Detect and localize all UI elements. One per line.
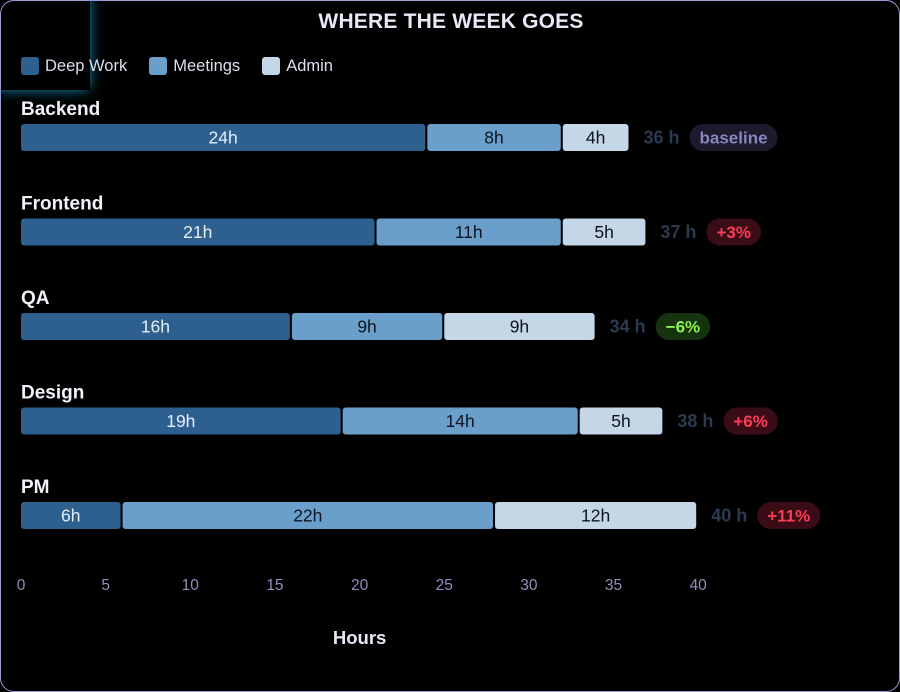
legend-label-admin: Admin [286,56,333,75]
bar-label-design-meetings: 14h [446,411,475,431]
total-label-frontend: 37 h [660,222,696,242]
bar-label-pm-meetings: 22h [293,506,322,526]
category-label-qa: QA [21,288,50,309]
delta-badge-design [723,407,778,435]
x-tick-label-15: 15 [266,577,283,594]
legend-label-meetings: Meetings [173,56,241,75]
bar-design-admin [579,407,663,435]
bar-backend-deep-work [21,124,426,151]
total-label-qa: 34 h [610,317,646,337]
x-tick-label-5: 5 [101,577,110,594]
bar-backend-admin [562,124,629,151]
category-label-frontend: Frontend [21,194,103,215]
bar-design-deep-work [21,407,341,435]
chart-title: WHERE THE WEEK GOES [318,10,584,33]
legend-item-admin: Admin [262,57,333,76]
bar-backend-meetings [427,124,561,151]
delta-badge-text-pm: +11% [767,507,810,526]
legend-item-meetings: Meetings [149,57,240,76]
legend: Deep Work Meetings Admin [21,56,355,76]
category-label-design: Design [21,383,84,404]
bar-label-frontend-deep-work: 21h [183,222,212,242]
bar-label-frontend-admin: 5h [594,222,613,242]
legend-swatch-deep-work [21,57,39,75]
x-tick-label-25: 25 [436,577,453,594]
bar-label-qa-deep-work: 16h [141,317,170,337]
bar-label-frontend-meetings: 11h [455,222,483,242]
delta-badge-text-qa: −6% [666,318,701,337]
bar-label-design-deep-work: 19h [166,411,195,431]
bar-label-backend-deep-work: 24h [209,128,238,148]
legend-swatch-meetings [149,57,168,75]
total-label-backend: 36 h [643,128,679,148]
bar-design-meetings [342,407,578,435]
delta-badge-qa [655,313,711,340]
category-label-backend: Backend [21,99,100,120]
delta-badge-backend [689,124,778,151]
bar-pm-deep-work [21,502,121,529]
x-axis-title: Hours [333,627,386,648]
delta-badge-pm [757,502,821,529]
bar-pm-meetings [122,502,494,529]
bar-label-qa-admin: 9h [510,317,529,337]
bar-label-pm-admin: 12h [581,506,610,526]
bar-label-qa-meetings: 9h [357,317,376,337]
bar-label-backend-admin: 4h [586,128,605,148]
bar-label-backend-meetings: 8h [484,128,503,148]
x-tick-label-40: 40 [690,577,708,594]
x-tick-label-0: 0 [17,577,26,594]
bar-qa-admin [444,313,595,340]
legend-label-deep-work: Deep Work [45,56,128,75]
bar-pm-admin [495,502,697,529]
bar-qa-deep-work [21,313,290,340]
bar-frontend-deep-work [21,218,375,246]
x-tick-label-10: 10 [182,577,200,594]
delta-badge-text-backend: baseline [700,129,768,148]
x-tick-label-20: 20 [351,577,369,594]
bar-label-pm-deep-work: 6h [61,506,80,526]
x-tick-label-35: 35 [605,577,622,594]
delta-badge-frontend [706,218,761,246]
bar-qa-meetings [291,313,443,340]
total-label-pm: 40 h [711,506,747,526]
bar-label-design-admin: 5h [611,411,630,431]
x-tick-label-30: 30 [520,577,538,594]
legend-item-deep-work: Deep Work [21,57,127,76]
legend-swatch-admin [262,57,281,75]
delta-badge-text-design: +6% [733,412,768,431]
bar-frontend-meetings [376,218,561,246]
delta-badge-text-frontend: +3% [716,223,751,242]
total-label-design: 38 h [677,411,713,431]
category-label-pm: PM [21,477,50,498]
bar-frontend-admin [562,218,646,246]
